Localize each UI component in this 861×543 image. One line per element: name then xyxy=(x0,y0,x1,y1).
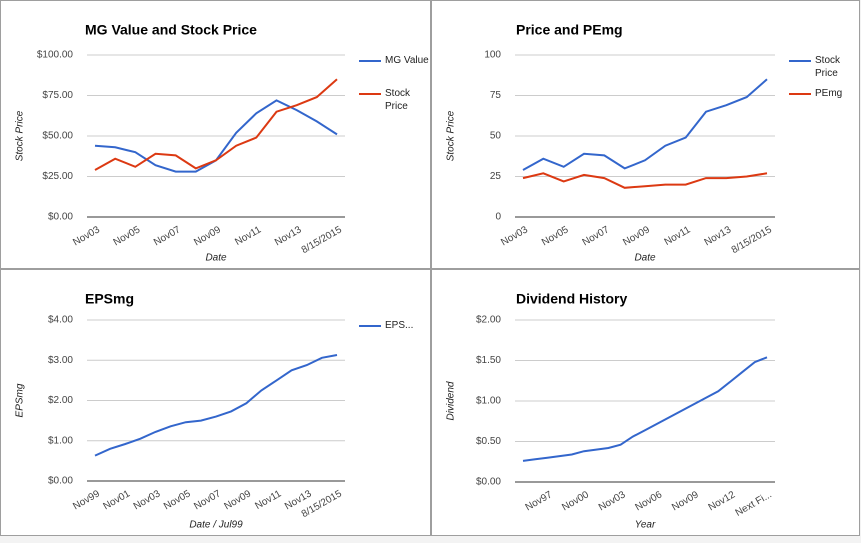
y-tick-label: $0.00 xyxy=(476,477,501,488)
y-axis-title: Stock Price xyxy=(15,110,26,161)
y-axis-title: Dividend xyxy=(446,381,457,420)
y-tick-label: $0.50 xyxy=(476,436,501,447)
y-tick-label: $1.00 xyxy=(48,435,73,446)
panel xyxy=(0,0,431,269)
chart-title: MG Value and Stock Price xyxy=(85,22,257,38)
y-tick-label: 0 xyxy=(495,212,501,223)
panel xyxy=(0,269,431,536)
y-tick-label: 50 xyxy=(490,131,502,142)
y-tick-label: 100 xyxy=(484,50,501,61)
series-line xyxy=(522,78,768,171)
chart-title: EPSmg xyxy=(85,291,134,307)
y-tick-label: $2.00 xyxy=(476,315,501,326)
y-axis-title: EPSmg xyxy=(15,383,26,417)
panel xyxy=(431,0,860,269)
y-tick-label: $75.00 xyxy=(42,90,73,101)
series-line xyxy=(522,172,768,189)
x-axis-title: Date xyxy=(634,253,656,264)
chart-title: Price and PEmg xyxy=(516,22,623,38)
y-tick-label: $100.00 xyxy=(37,50,74,61)
y-tick-label: $1.00 xyxy=(476,396,501,407)
legend-entry: MG Value xyxy=(385,55,429,66)
y-tick-label: $0.00 xyxy=(48,212,73,223)
x-axis-title: Date xyxy=(205,253,227,264)
legend-label: Stock Price xyxy=(385,88,411,112)
y-tick-label: $4.00 xyxy=(48,315,73,326)
series-line xyxy=(522,356,768,462)
panel xyxy=(431,269,860,536)
legend-entry: Stock Price xyxy=(815,55,841,79)
series-line xyxy=(94,354,338,457)
x-axis-title: Year xyxy=(635,520,656,531)
legend-label: Stock Price xyxy=(815,55,841,79)
y-tick-label: $0.00 xyxy=(48,476,73,487)
legend-label: MG Value xyxy=(385,55,429,66)
y-tick-label: $2.00 xyxy=(48,395,73,406)
legend-label: EPS... xyxy=(385,320,414,331)
legend-entry: EPS... xyxy=(385,320,414,331)
y-tick-label: $50.00 xyxy=(42,131,73,142)
legend-entry: Stock Price xyxy=(385,88,411,112)
y-tick-label: $1.50 xyxy=(476,355,501,366)
chart-title: Dividend History xyxy=(516,291,627,307)
x-axis-title: Date / Jul99 xyxy=(189,520,243,531)
legend-entry: PEmg xyxy=(815,88,843,99)
y-tick-label: 25 xyxy=(490,171,502,182)
legend-label: PEmg xyxy=(815,88,843,99)
y-tick-label: $25.00 xyxy=(42,171,73,182)
series-line xyxy=(94,78,338,171)
y-tick-label: $3.00 xyxy=(48,355,73,366)
y-axis-title: Stock Price xyxy=(446,110,457,161)
y-tick-label: 75 xyxy=(490,90,502,101)
